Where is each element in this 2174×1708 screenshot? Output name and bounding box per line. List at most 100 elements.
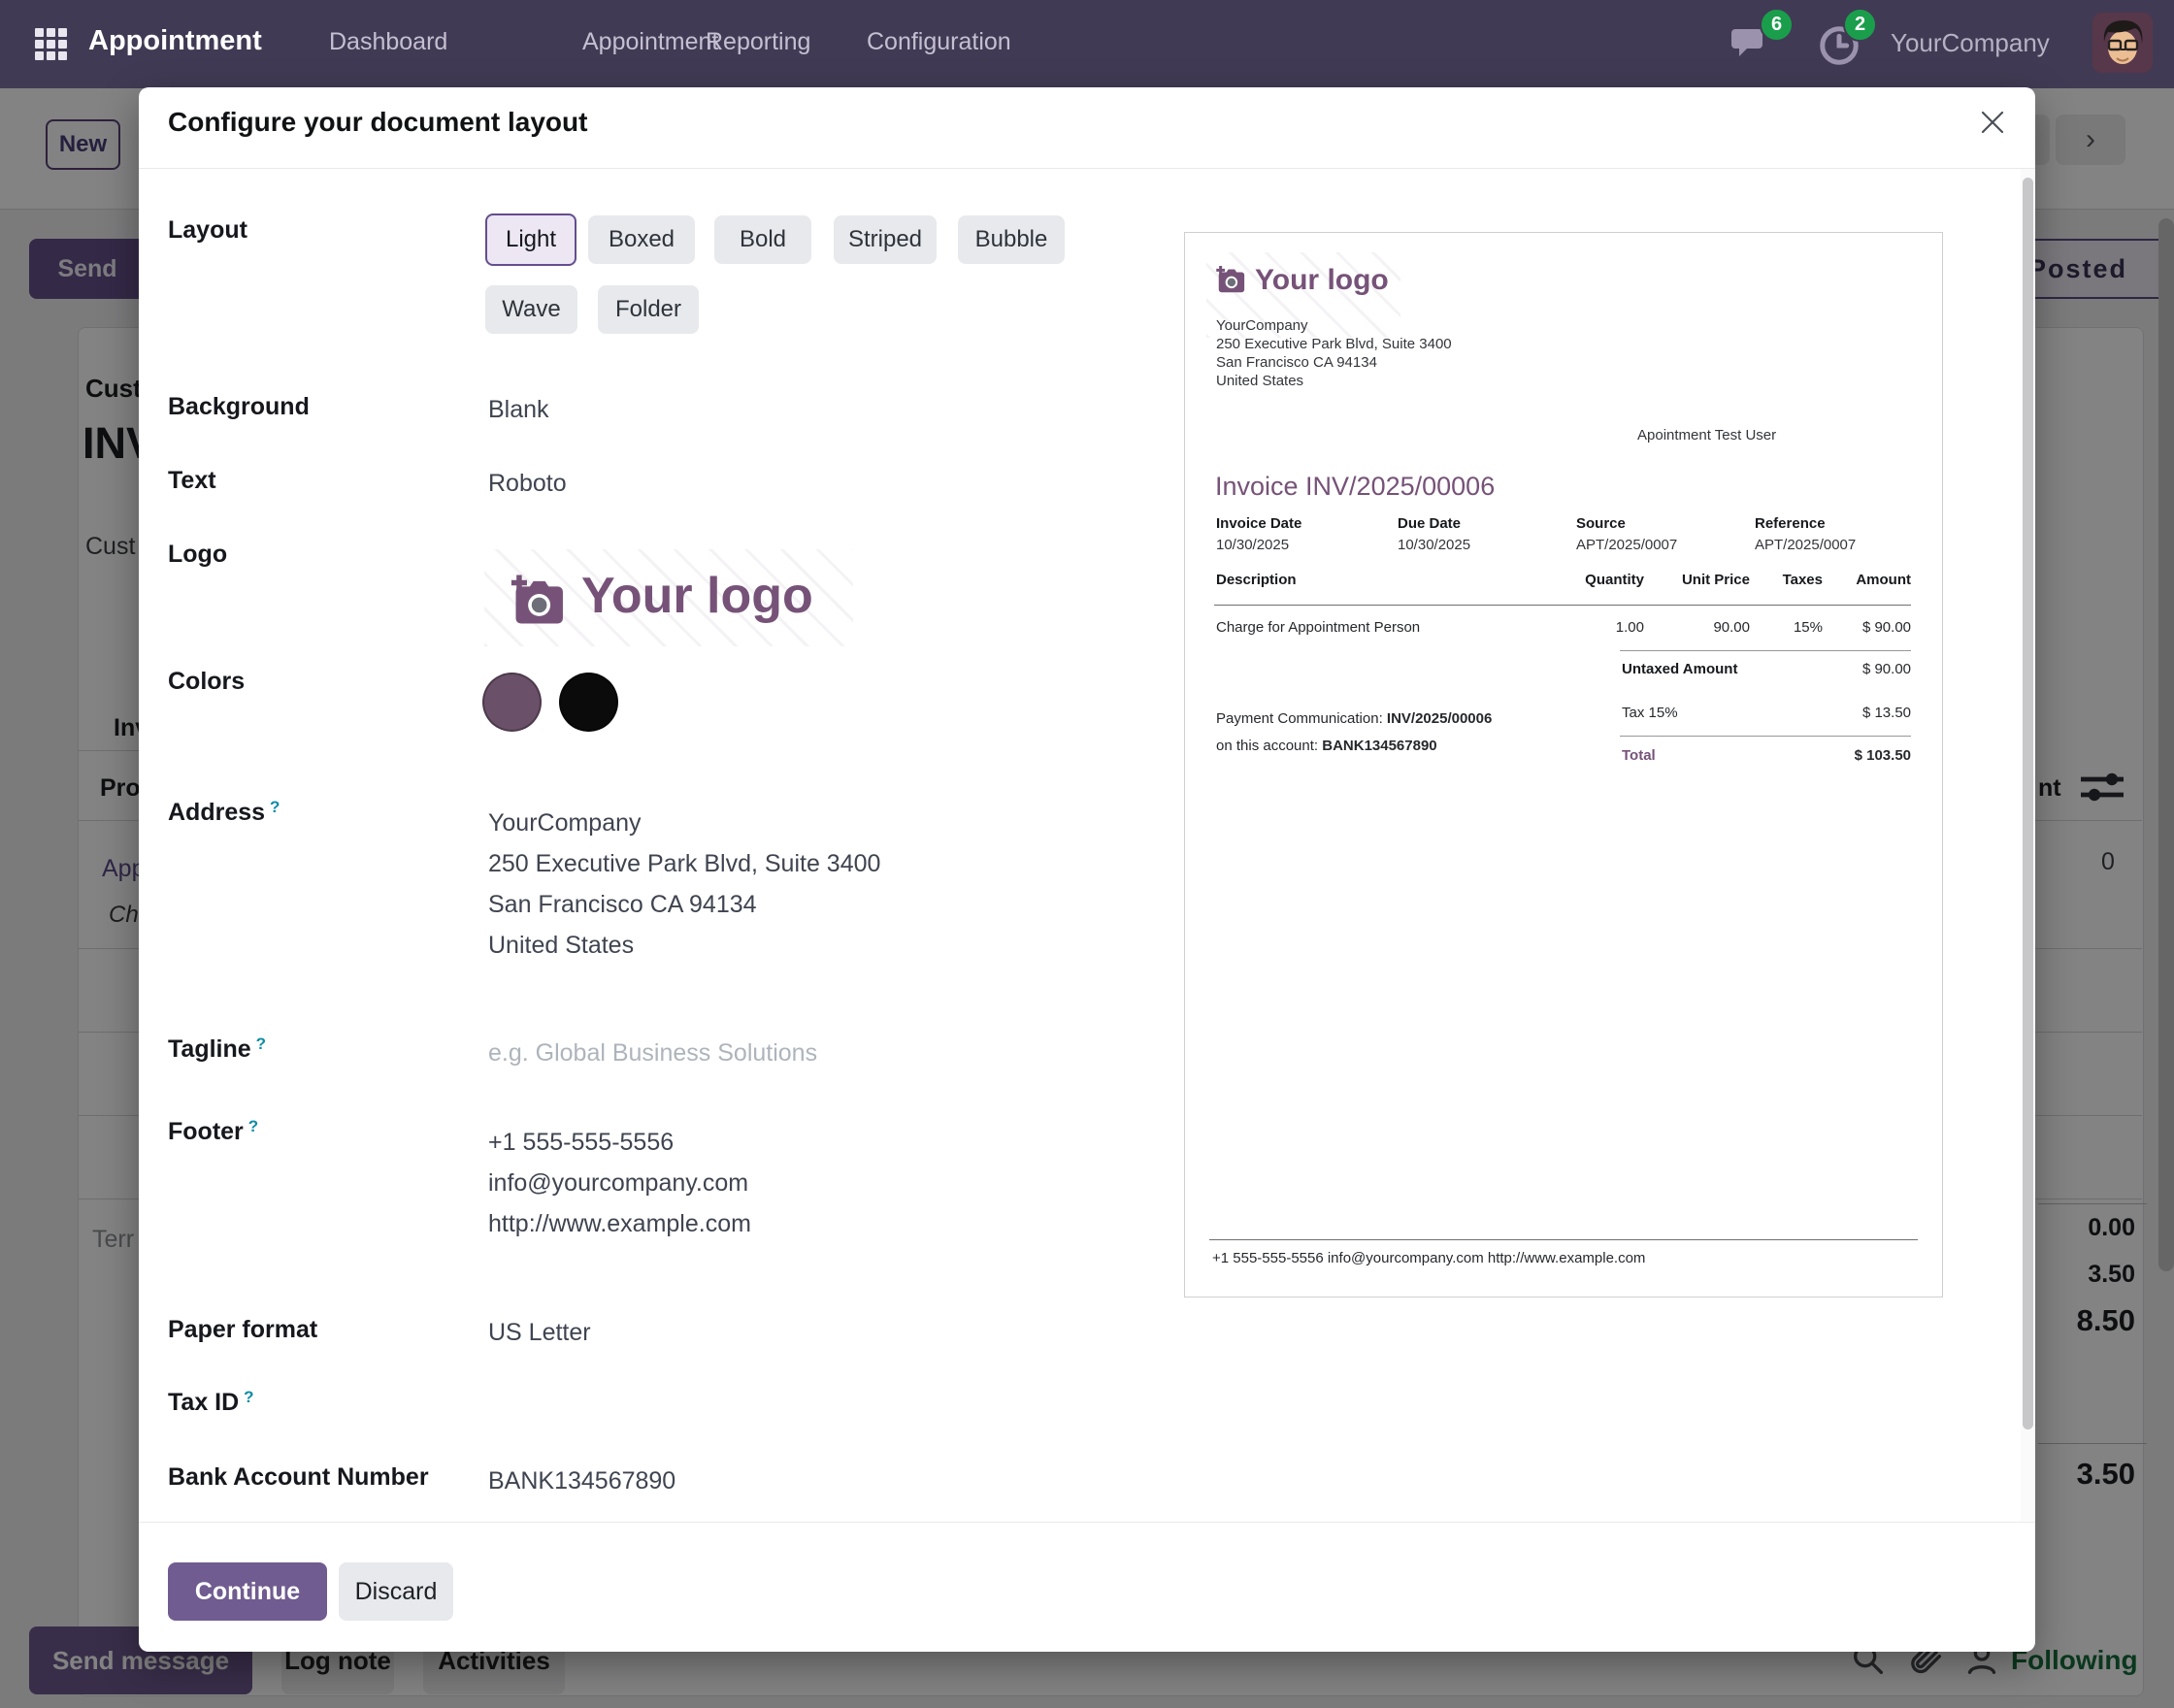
preview-col-quantity: Quantity [1585, 572, 1644, 588]
preview-untaxed-label: Untaxed Amount [1622, 661, 1738, 677]
close-button[interactable] [1975, 105, 2010, 140]
logo-label: Logo [168, 541, 228, 568]
bank-account-label: Bank Account Number [168, 1463, 429, 1491]
bank-account-input[interactable]: BANK134567890 [488, 1467, 676, 1494]
colors-label: Colors [168, 668, 246, 695]
messages-count-badge[interactable]: 6 [1760, 8, 1794, 42]
preview-col-description: Description [1216, 572, 1297, 588]
send-button[interactable]: Send [29, 239, 146, 299]
footer-label: Footer? [168, 1117, 259, 1145]
company-address-field[interactable]: YourCompany 250 Executive Park Blvd, Sui… [488, 809, 881, 959]
preview-line-quantity: 1.00 [1615, 619, 1644, 636]
line-quantity: 0 [2101, 848, 2115, 875]
activities-count-badge[interactable]: 2 [1843, 8, 1877, 42]
nav-item-configuration[interactable]: Configuration [867, 28, 1011, 55]
page-scrollbar-thumb[interactable] [2158, 218, 2174, 1271]
pager-next-button[interactable]: › [2056, 115, 2125, 165]
background-select[interactable]: Blank [488, 396, 549, 423]
tax-id-label: Tax ID? [168, 1388, 254, 1416]
document-preview: Your logo YourCompany 250 Executive Park… [1184, 232, 1943, 1297]
top-navbar: Appointment Dashboard Appointment Report… [0, 0, 2174, 88]
preview-col-unit-price: Unit Price [1681, 572, 1750, 588]
app-name[interactable]: Appointment [88, 25, 262, 56]
company-switcher[interactable]: YourCompany [1891, 28, 2050, 57]
footer-field[interactable]: +1 555-555-5556 info@yourcompany.com htt… [488, 1129, 751, 1237]
secondary-color-swatch[interactable] [559, 673, 618, 732]
new-button[interactable]: New [46, 119, 120, 170]
text-font-label: Text [168, 467, 216, 494]
line-product-link[interactable]: App [102, 855, 146, 882]
preview-customer-name: Apointment Test User [1637, 427, 1777, 443]
preview-logo-text: Your logo [1255, 264, 1389, 296]
untaxed-amount-value: 0.00 [2088, 1214, 2135, 1241]
preview-total-label: Total [1622, 747, 1656, 764]
messages-icon[interactable] [1729, 23, 1776, 66]
apps-grid-icon[interactable] [35, 28, 67, 60]
preview-total-value: $ 103.50 [1854, 747, 1911, 764]
tagline-input[interactable]: e.g. Global Business Solutions [488, 1039, 818, 1067]
tax-amount-value: 3.50 [2088, 1261, 2135, 1288]
total-amount-value: 8.50 [2076, 1303, 2135, 1337]
discard-button[interactable]: Discard [339, 1562, 453, 1621]
nav-item-reporting[interactable]: Reporting [706, 28, 811, 55]
paper-format-label: Paper format [168, 1316, 318, 1343]
background-label: Background [168, 393, 310, 420]
address-label: Address? [168, 798, 280, 826]
preview-invoice-date-value: 10/30/2025 [1216, 537, 1290, 553]
preview-line-amount: $ 90.00 [1861, 619, 1911, 636]
line-description: Ch [109, 902, 139, 928]
preview-tax-label: Tax 15% [1622, 705, 1678, 721]
tagline-help-icon: ? [255, 1035, 267, 1053]
preview-footer-text: +1 555-555-5556 info@yourcompany.com htt… [1212, 1250, 1646, 1266]
preview-line-taxes: 15% [1793, 619, 1823, 636]
column-product: Pro [100, 774, 141, 802]
paper-format-select[interactable]: US Letter [488, 1319, 591, 1346]
tax-id-help-icon: ? [244, 1388, 254, 1406]
camera-plus-icon [511, 575, 563, 624]
preview-reference-label: Reference [1755, 515, 1826, 532]
layout-option-striped[interactable]: Striped [834, 215, 937, 264]
preview-invoice-title: Invoice INV/2025/00006 [1215, 472, 1496, 501]
footer-help-icon: ? [247, 1117, 259, 1135]
layout-option-boxed[interactable]: Boxed [588, 215, 695, 264]
following-button[interactable]: Following [2011, 1645, 2138, 1675]
continue-button[interactable]: Continue [168, 1562, 327, 1621]
preview-line-description: Charge for Appointment Person [1216, 619, 1421, 636]
terms-placeholder: Terr [92, 1226, 135, 1253]
layout-option-folder[interactable]: Folder [598, 285, 699, 334]
address-help-icon: ? [270, 798, 280, 816]
preview-untaxed-value: $ 90.00 [1861, 661, 1911, 677]
dialog-title: Configure your document layout [168, 107, 588, 137]
layout-option-wave[interactable]: Wave [485, 285, 577, 334]
preview-logo-hatch [1206, 252, 1400, 338]
preview-col-taxes: Taxes [1782, 572, 1823, 588]
preview-line-unit-price: 90.00 [1713, 619, 1750, 636]
primary-color-swatch[interactable] [482, 673, 542, 732]
user-avatar[interactable] [2092, 13, 2153, 73]
preview-payment-account: on this account: BANK134567890 [1216, 738, 1437, 754]
amount-due-value: 3.50 [2076, 1457, 2135, 1491]
nav-item-appointment[interactable]: Appointment [582, 28, 719, 55]
nav-item-dashboard[interactable]: Dashboard [329, 28, 448, 55]
column-options-icon[interactable] [2077, 768, 2127, 806]
layout-option-bold[interactable]: Bold [714, 215, 811, 264]
preview-camera-icon [1216, 266, 1245, 293]
logo-upload[interactable]: Your logo [484, 549, 853, 646]
preview-source-label: Source [1576, 515, 1626, 532]
preview-tax-value: $ 13.50 [1861, 705, 1911, 721]
activities-clock-icon[interactable] [1817, 23, 1861, 68]
document-layout-dialog: Configure your document layout Layout Li… [139, 87, 2035, 1652]
preview-reference-value: APT/2025/0007 [1755, 537, 1857, 553]
preview-col-amount: Amount [1856, 572, 1911, 588]
modal-scrollbar-thumb[interactable] [2023, 178, 2033, 1429]
layout-label: Layout [168, 216, 247, 244]
layout-option-light[interactable]: Light [485, 214, 576, 266]
preview-due-date-value: 10/30/2025 [1398, 537, 1471, 553]
text-font-select[interactable]: Roboto [488, 470, 567, 497]
preview-source-value: APT/2025/0007 [1576, 537, 1678, 553]
column-amount: nt [2038, 774, 2061, 802]
customer-invoice-label: Cust [85, 374, 142, 403]
preview-invoice-date-label: Invoice Date [1216, 515, 1302, 532]
tagline-label: Tagline? [168, 1035, 267, 1063]
layout-option-bubble[interactable]: Bubble [958, 215, 1065, 264]
